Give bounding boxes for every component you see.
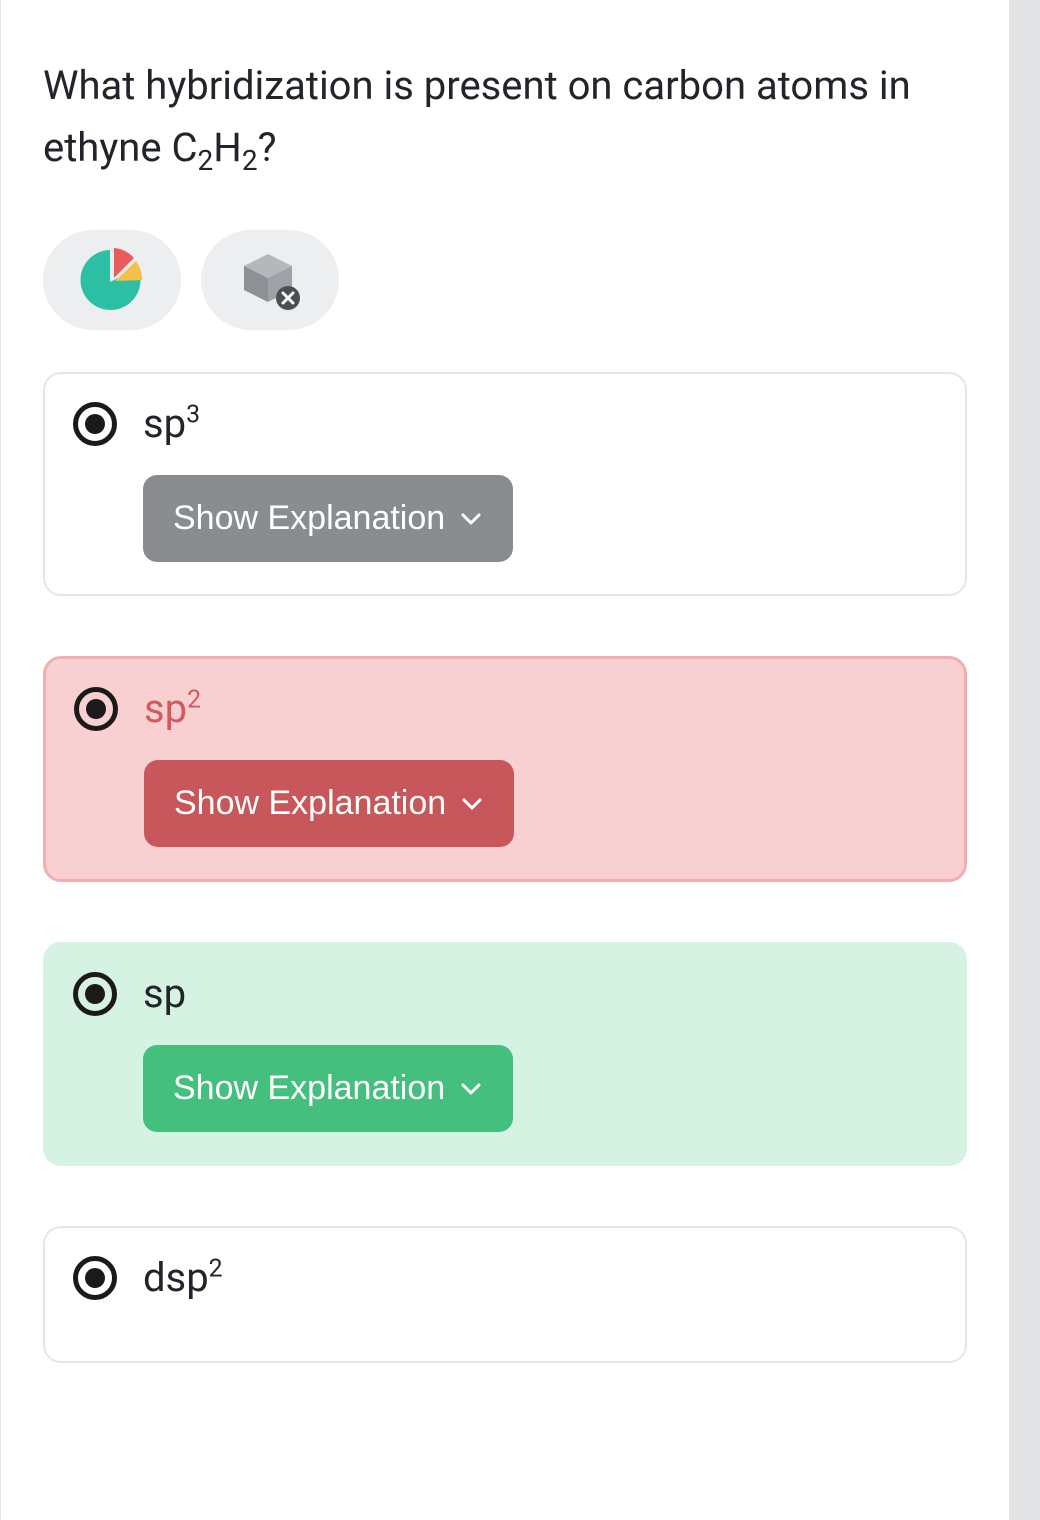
radio-icon <box>73 972 117 1016</box>
answer-option[interactable]: dsp2 <box>43 1226 967 1363</box>
question-sub2: 2 <box>242 144 258 177</box>
answer-option[interactable]: sp3 Show Explanation <box>43 372 967 596</box>
answer-label-sup: 2 <box>187 686 201 715</box>
answer-label-base: sp <box>144 685 187 732</box>
pie-chart-icon <box>80 248 144 312</box>
answer-head: sp <box>73 970 937 1017</box>
pie-chart-button[interactable] <box>43 230 181 330</box>
chevron-down-icon <box>459 1077 483 1101</box>
answer-label-base: sp <box>143 400 186 447</box>
answer-label: sp <box>143 970 186 1017</box>
chevron-down-icon <box>459 507 483 531</box>
question-suffix: ? <box>258 124 277 171</box>
show-explanation-button[interactable]: Show Explanation <box>143 475 513 562</box>
question-sub1: 2 <box>198 144 214 177</box>
answer-head: sp2 <box>74 685 936 732</box>
question-text: What hybridization is present on carbon … <box>43 55 967 182</box>
cube-button[interactable] <box>201 230 339 330</box>
show-explanation-button[interactable]: Show Explanation <box>144 760 514 847</box>
button-label: Show Explanation <box>173 499 445 538</box>
answer-option[interactable]: sp2 Show Explanation <box>43 656 967 882</box>
button-label: Show Explanation <box>173 1069 445 1108</box>
radio-icon <box>74 687 118 731</box>
button-label: Show Explanation <box>174 784 446 823</box>
answer-label: sp3 <box>143 400 200 447</box>
answer-label-base: sp <box>143 970 186 1017</box>
radio-icon <box>73 402 117 446</box>
answer-head: dsp2 <box>73 1254 937 1301</box>
icon-row <box>43 230 967 330</box>
answers-list: sp3 Show Explanation sp2 Show Explanatio… <box>43 372 967 1363</box>
chevron-down-icon <box>460 792 484 816</box>
radio-icon <box>73 1256 117 1300</box>
question-container: What hybridization is present on carbon … <box>0 0 1010 1520</box>
answer-head: sp3 <box>73 400 937 447</box>
answer-label: dsp2 <box>143 1254 223 1301</box>
answer-label: sp2 <box>144 685 201 732</box>
question-prefix: What hybridization is present on carbon … <box>43 62 911 171</box>
cube-icon <box>238 248 302 312</box>
answer-option[interactable]: sp Show Explanation <box>43 942 967 1166</box>
answer-label-base: dsp <box>143 1254 209 1301</box>
question-mid: H <box>213 124 242 171</box>
answer-label-sup: 2 <box>209 1255 223 1284</box>
answer-label-sup: 3 <box>186 401 200 430</box>
show-explanation-button[interactable]: Show Explanation <box>143 1045 513 1132</box>
